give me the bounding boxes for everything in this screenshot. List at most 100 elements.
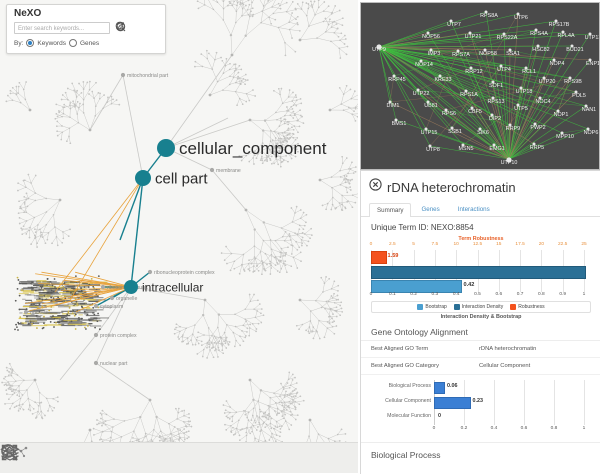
gene-label[interactable]: PWP2 bbox=[530, 125, 545, 131]
search-input[interactable]: Enter search keywords... bbox=[14, 22, 110, 34]
gene-label[interactable]: NOP14 bbox=[415, 62, 433, 68]
gene-label[interactable]: DIP2 bbox=[489, 116, 501, 122]
gene-label[interactable]: IMP3 bbox=[428, 51, 441, 57]
tree-node-label[interactable]: cell part bbox=[155, 170, 208, 187]
gene-label[interactable]: KRE33 bbox=[434, 77, 451, 83]
gene-label[interactable]: RPS1A bbox=[460, 92, 478, 98]
gene-label[interactable]: UTP6 bbox=[514, 15, 528, 21]
gene-label[interactable]: POL5 bbox=[572, 93, 586, 99]
gene-label[interactable]: NOP6 bbox=[584, 130, 599, 136]
axis-tick: 0.3 bbox=[432, 292, 439, 297]
ontology-tree-view[interactable]: mitochondrial part membrane protein comple… bbox=[0, 0, 358, 473]
tree-node-cell part[interactable] bbox=[135, 170, 151, 186]
gene-label[interactable]: NOP4 bbox=[550, 61, 565, 67]
search-panel[interactable]: NeXO Enter search keywords... ? By: bbox=[6, 4, 166, 54]
gene-label[interactable]: RRP9 bbox=[506, 126, 520, 132]
gene-label[interactable]: RPS17B bbox=[549, 22, 570, 28]
gene-interaction-network[interactable]: UTP9 NOP56 UTP7 RPS8A UTP6 RPS17B UTP21 RPS22A R… bbox=[360, 2, 600, 170]
gene-label[interactable]: UTP18 bbox=[516, 89, 533, 95]
gene-label[interactable]: UTP5 bbox=[514, 106, 528, 112]
close-icon[interactable] bbox=[369, 178, 382, 196]
gene-label[interactable]: HSC82 bbox=[532, 47, 549, 53]
gene-label[interactable]: SIK6 bbox=[477, 130, 489, 136]
tree-node-label[interactable]: membrane bbox=[216, 168, 241, 174]
gene-label[interactable]: RPS9B bbox=[564, 79, 582, 85]
gene-label[interactable]: UTP10 bbox=[501, 160, 518, 166]
detail-tabs[interactable]: Summary Genes Interactions bbox=[361, 199, 600, 217]
tree-node-label[interactable]: cytoplasm bbox=[100, 304, 123, 310]
gene-label[interactable]: SSB1 bbox=[448, 129, 462, 135]
tree-node-cellular-component[interactable] bbox=[157, 139, 175, 157]
gene-label[interactable]: UTP7 bbox=[447, 22, 461, 28]
gene-label[interactable]: UTP22 bbox=[413, 91, 430, 97]
gene-label[interactable]: ENP1 bbox=[586, 61, 599, 67]
gene-label[interactable]: EMG1 bbox=[489, 146, 504, 152]
tree-toolbar[interactable] bbox=[0, 442, 358, 473]
gene-label[interactable]: UTP21 bbox=[465, 34, 482, 40]
gene-label[interactable]: NOP58 bbox=[479, 51, 497, 57]
gene-label[interactable]: RCL1 bbox=[522, 69, 536, 75]
tree-node-label[interactable]: cellular_component bbox=[179, 139, 327, 158]
search-by-row: By: Keywords Genes bbox=[14, 39, 99, 47]
radio-genes[interactable] bbox=[69, 39, 77, 47]
tab-interactions[interactable]: Interactions bbox=[450, 202, 498, 216]
gene-label[interactable]: RPS8A bbox=[480, 13, 498, 19]
gene-label[interactable]: NOP1 bbox=[554, 112, 569, 118]
gene-label[interactable]: RPS13 bbox=[487, 99, 504, 105]
gene-label[interactable]: RPS6 bbox=[442, 111, 456, 117]
tree-node-label[interactable]: protein complex bbox=[100, 333, 137, 339]
gene-label[interactable]: CBF5 bbox=[468, 109, 482, 115]
axis-tick: 5 bbox=[412, 242, 415, 247]
axis-tick: 0.6 bbox=[495, 292, 502, 297]
gene-label[interactable]: BUD21 bbox=[566, 47, 583, 53]
term-detail-panel: rDNA heterochromatin Summary Genes Inter… bbox=[360, 170, 600, 474]
tree-node-label[interactable]: nuclear part bbox=[100, 361, 128, 367]
go-term-key: Best Aligned GO Term bbox=[371, 346, 479, 352]
axis-tick: 0.5 bbox=[474, 292, 481, 297]
gene-label[interactable]: RPL4A bbox=[557, 33, 574, 39]
tree-node-label[interactable]: mitochondrial part bbox=[127, 73, 169, 79]
axis-tick: 1 bbox=[583, 426, 586, 431]
radio-keywords[interactable] bbox=[26, 39, 34, 47]
go-category-key: Best Aligned GO Category bbox=[371, 363, 479, 369]
gene-label[interactable]: RPS7A bbox=[452, 52, 470, 58]
axis-tick: 0.2 bbox=[410, 292, 417, 297]
gene-label[interactable]: SOF1 bbox=[489, 83, 503, 89]
category-label: Cellular Component bbox=[371, 398, 431, 404]
gene-label[interactable]: UTP20 bbox=[539, 79, 556, 85]
tab-summary[interactable]: Summary bbox=[369, 203, 411, 217]
gene-label[interactable]: NOP56 bbox=[422, 34, 440, 40]
gene-label[interactable]: DIM1 bbox=[387, 103, 400, 109]
axis-tick: 0 bbox=[370, 242, 373, 247]
axis-tick: 0.9 bbox=[559, 292, 566, 297]
gene-label[interactable]: RRP12 bbox=[465, 69, 482, 75]
gene-label[interactable]: UTP8 bbox=[426, 147, 440, 153]
tab-genes[interactable]: Genes bbox=[413, 202, 447, 216]
gene-label[interactable]: UTP13 bbox=[585, 35, 599, 41]
gene-label[interactable]: RPS4A bbox=[530, 31, 548, 37]
gene-label[interactable]: RRP45 bbox=[388, 77, 405, 83]
gene-label[interactable]: BMS1 bbox=[392, 121, 407, 127]
tree-node-label[interactable]: nucleus bbox=[30, 310, 48, 316]
gene-label[interactable]: MSN5 bbox=[459, 146, 474, 152]
axis-tick: 0 bbox=[370, 292, 373, 297]
gene-label[interactable]: UTP15 bbox=[421, 130, 438, 136]
axis-tick: 0.8 bbox=[551, 426, 558, 431]
gene-label[interactable]: UTP4 bbox=[497, 67, 511, 73]
gene-label[interactable]: SSA1 bbox=[506, 51, 520, 57]
gene-label[interactable]: RPS22A bbox=[497, 35, 518, 41]
gene-label[interactable]: NOC4 bbox=[536, 99, 551, 105]
tree-node-label[interactable]: ribonucleoprotein complex bbox=[154, 270, 215, 276]
tree-node-label[interactable]: intracellular bbox=[142, 280, 203, 294]
radio-keywords-label: Keywords bbox=[37, 40, 66, 47]
tree-node-label[interactable]: organelle bbox=[116, 296, 137, 302]
gene-label[interactable]: RRP5 bbox=[530, 145, 544, 151]
gene-label[interactable]: UTP9 bbox=[372, 47, 386, 53]
network-graph: UTP9 NOP56 UTP7 RPS8A UTP6 RPS17B UTP21 RPS22A R… bbox=[361, 3, 599, 169]
gene-label[interactable]: MPP10 bbox=[556, 134, 574, 140]
gene-label[interactable]: UB81 bbox=[424, 103, 438, 109]
gene-label[interactable]: NAN1 bbox=[582, 107, 596, 113]
tree-node-intracellular[interactable] bbox=[124, 280, 138, 294]
bar-value: 0.42 bbox=[463, 282, 474, 288]
